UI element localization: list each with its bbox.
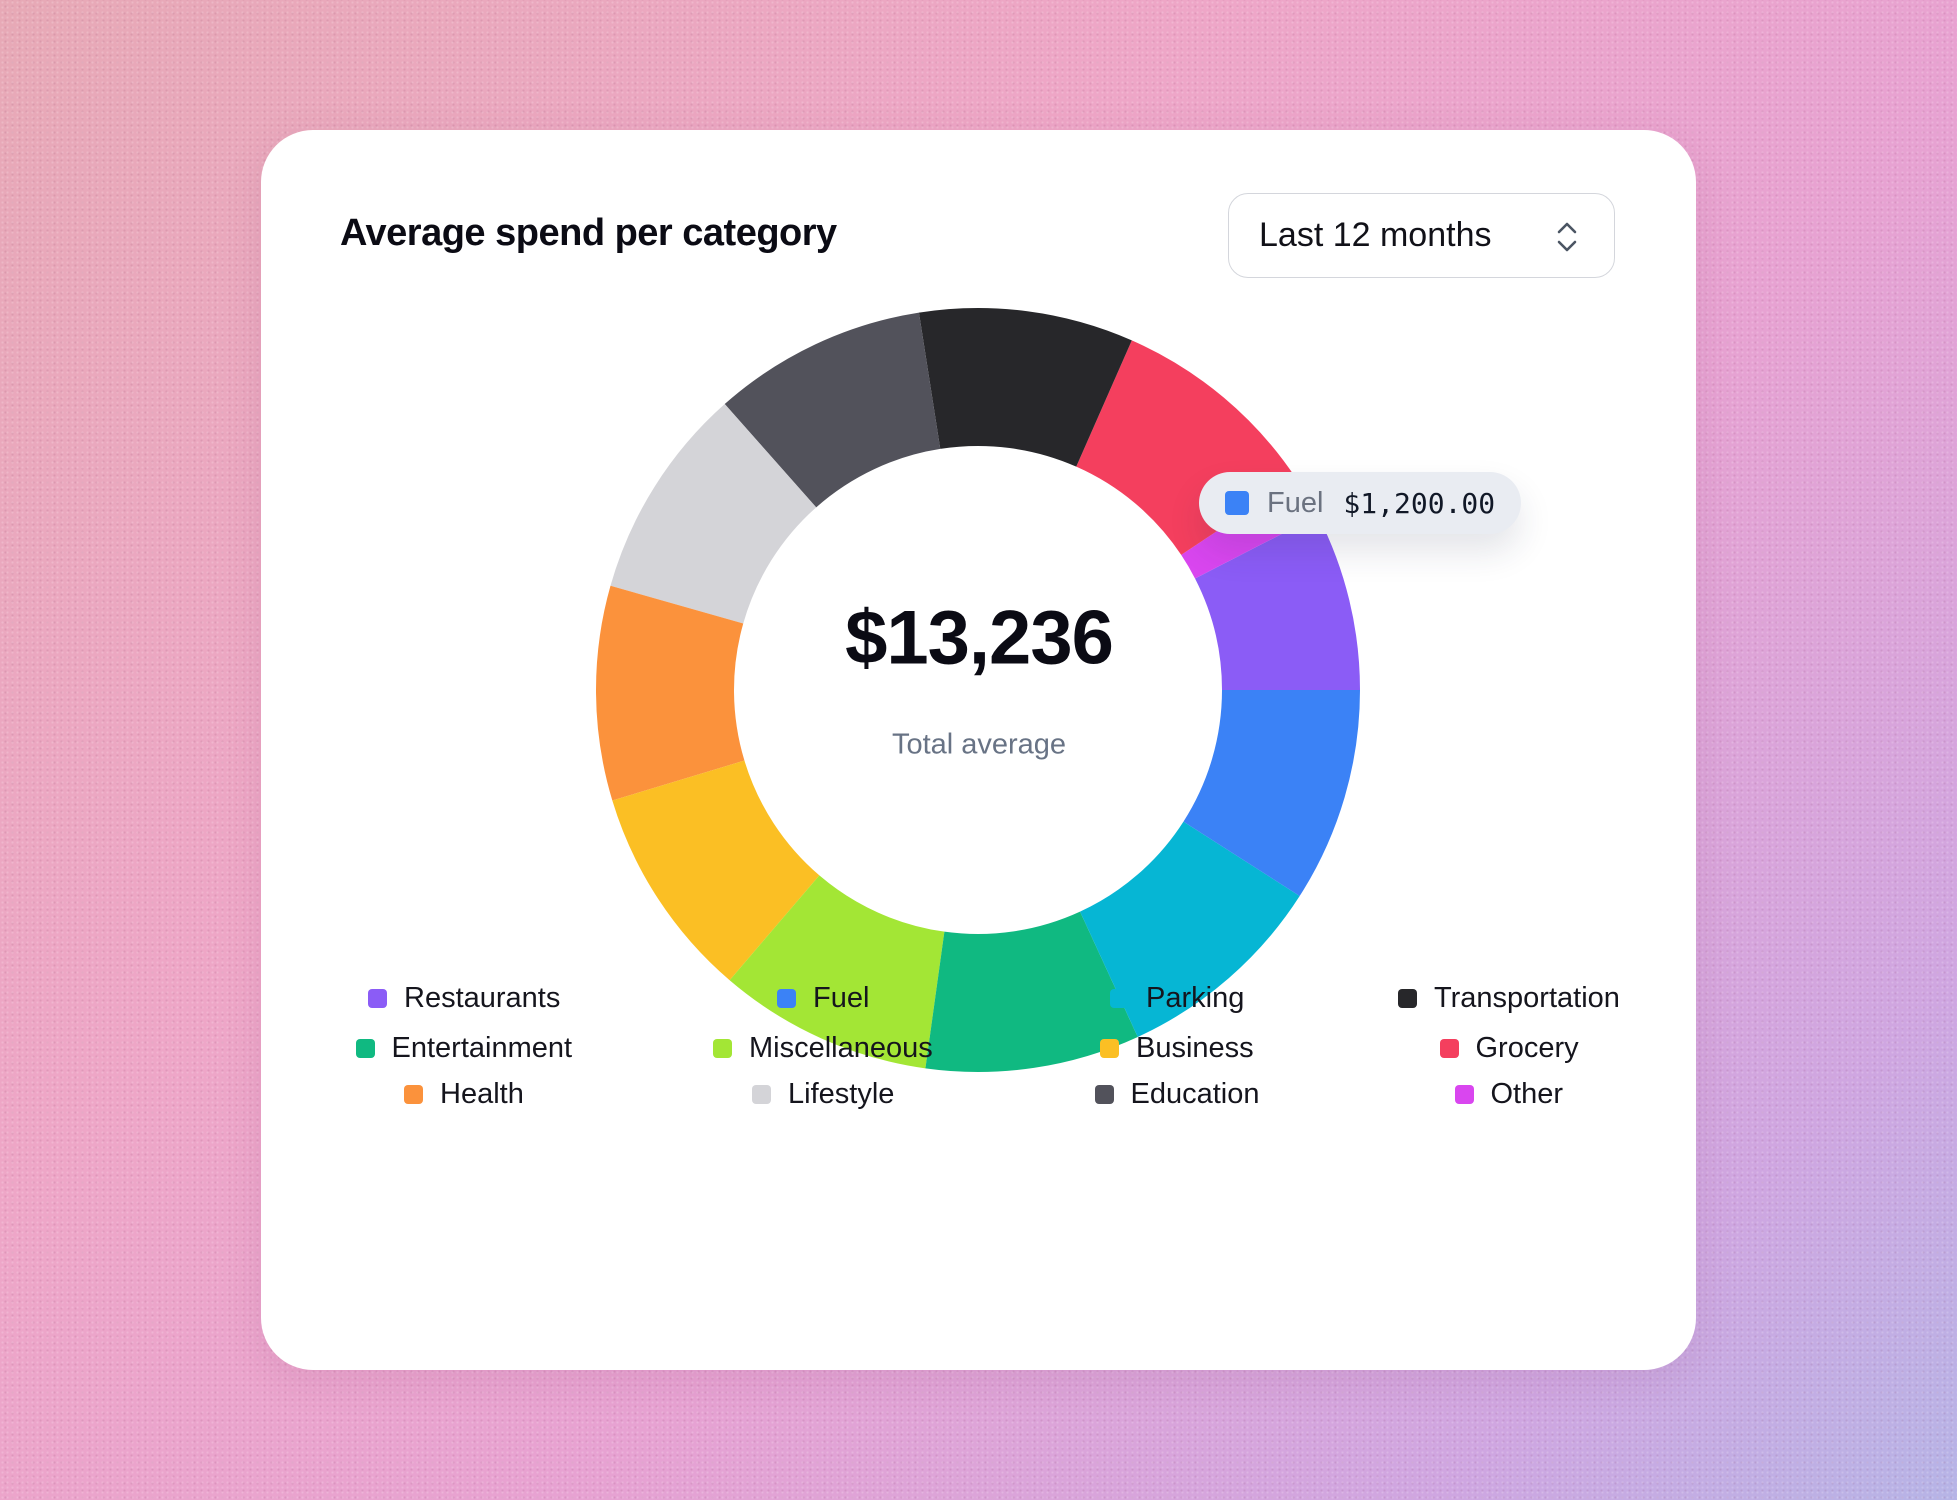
donut-slice-parking[interactable]: [1080, 821, 1300, 1037]
tooltip-category: Fuel: [1267, 486, 1324, 519]
legend-item-restaurants[interactable]: Restaurants: [368, 982, 560, 1015]
legend-swatch: [404, 1085, 423, 1104]
legend-label: Lifestyle: [788, 1078, 895, 1110]
donut-slice-lifestyle[interactable]: [610, 404, 817, 624]
legend-swatch: [1094, 1085, 1114, 1104]
legend-item-miscellaneous[interactable]: Miscellaneous: [713, 1032, 933, 1065]
donut-slice-miscellaneous[interactable]: [729, 875, 945, 1069]
legend-label: Grocery: [1475, 1032, 1579, 1064]
legend-swatch: [1398, 989, 1417, 1008]
donut-chart: [596, 308, 1360, 1072]
legend-label: Health: [440, 1078, 524, 1110]
legend-swatch: [777, 989, 796, 1008]
period-select[interactable]: Last 12 months: [1228, 193, 1615, 278]
legend-label: Fuel: [813, 982, 870, 1014]
legend-swatch: [1110, 989, 1129, 1008]
period-select-value: Last 12 months: [1259, 216, 1492, 254]
legend-item-fuel[interactable]: Fuel: [777, 982, 869, 1015]
legend-swatch: [368, 989, 387, 1008]
card-title: Average spend per category: [340, 212, 837, 254]
donut-slice-restaurants[interactable]: [1195, 515, 1360, 690]
donut-slice-entertainment[interactable]: [925, 911, 1138, 1072]
legend-item-other[interactable]: Other: [1454, 1078, 1564, 1111]
legend-label: Education: [1130, 1078, 1260, 1110]
legend-item-grocery[interactable]: Grocery: [1439, 1032, 1579, 1065]
legend-label: Entertainment: [391, 1032, 573, 1064]
donut-slice-fuel[interactable]: [1183, 690, 1360, 897]
tooltip-swatch: [1225, 491, 1249, 515]
legend-label: Restaurants: [404, 982, 561, 1014]
legend-item-entertainment[interactable]: Entertainment: [355, 1032, 573, 1065]
legend-swatch: [355, 1039, 375, 1058]
legend-label: Parking: [1146, 982, 1245, 1014]
tooltip-amount: $1,200.00: [1343, 486, 1496, 520]
legend-label: Transportation: [1434, 982, 1620, 1014]
donut-slice-transportation[interactable]: [918, 308, 1132, 467]
legend-swatch: [1100, 1039, 1119, 1058]
donut-slice-education[interactable]: [724, 312, 941, 508]
legend-item-health[interactable]: Health: [404, 1078, 524, 1111]
chart-tooltip: Fuel $1,200.00: [1199, 472, 1522, 534]
legend-swatch: [752, 1085, 771, 1104]
legend-label: Business: [1136, 1032, 1254, 1064]
donut-slice-business[interactable]: [612, 760, 820, 981]
total-caption: Total average: [891, 728, 1067, 761]
spend-card: Average spend per category Last 12 month…: [261, 130, 1696, 1370]
legend-item-education[interactable]: Education: [1094, 1078, 1260, 1111]
legend-label: Other: [1490, 1078, 1564, 1110]
total-value: $13,236: [845, 595, 1114, 681]
legend-item-parking[interactable]: Parking: [1110, 982, 1244, 1015]
legend-label: Miscellaneous: [749, 1032, 933, 1064]
legend-item-transportation[interactable]: Transportation: [1398, 982, 1620, 1015]
legend-swatch: [1439, 1039, 1459, 1058]
legend-swatch: [1454, 1085, 1474, 1104]
legend-item-business[interactable]: Business: [1100, 1032, 1254, 1065]
donut-slice-health[interactable]: [596, 585, 745, 801]
legend-swatch: [713, 1039, 732, 1058]
chevron-up-down-icon: [1557, 222, 1577, 252]
legend-item-lifestyle[interactable]: Lifestyle: [752, 1078, 894, 1111]
